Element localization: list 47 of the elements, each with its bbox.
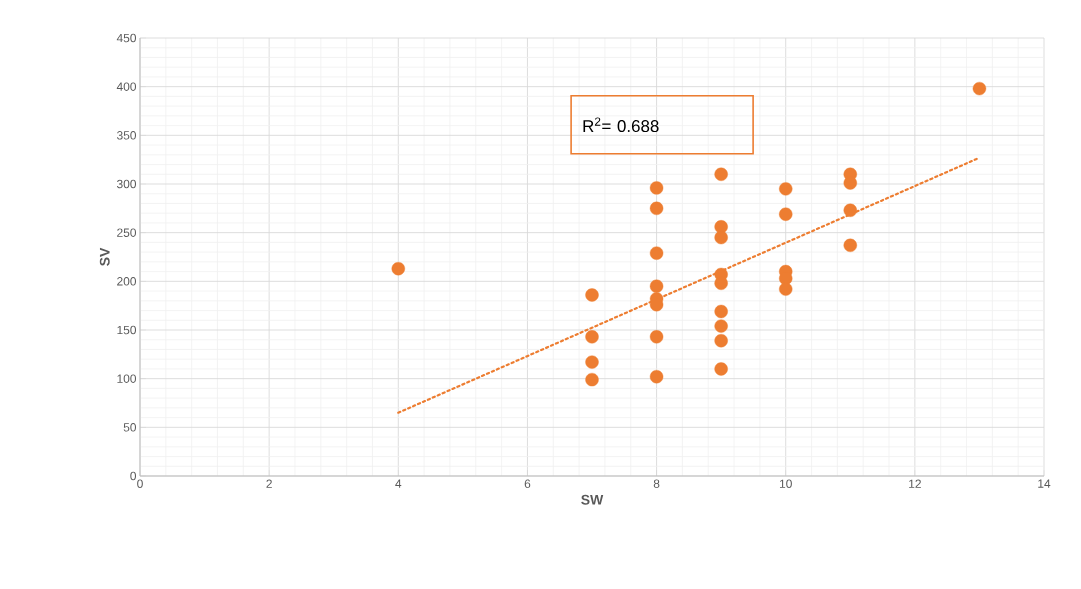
y-tick-label: 450 (116, 33, 137, 43)
y-tick-label: 0 (130, 471, 137, 481)
point (585, 288, 599, 302)
point (714, 167, 728, 181)
point (649, 279, 664, 293)
x-tick-label: 12 (909, 479, 921, 488)
point (843, 203, 857, 217)
x-tick-label: 6 (524, 479, 531, 488)
y-tick-label: 350 (116, 131, 137, 140)
point (714, 362, 728, 376)
y-tick-label: 200 (117, 277, 137, 286)
point (649, 370, 664, 384)
point (714, 276, 728, 290)
point (649, 246, 664, 260)
y-axis-title: SV (99, 247, 110, 266)
point (585, 330, 599, 344)
x-axis-title: SW (581, 494, 604, 505)
point (843, 176, 857, 190)
x-tick-label: 4 (395, 479, 402, 488)
point (779, 182, 793, 196)
x-tick-label: 10 (779, 479, 792, 488)
point (843, 238, 857, 252)
x-tick-label: 2 (266, 479, 272, 488)
point (585, 355, 599, 369)
point (972, 81, 987, 96)
point (649, 330, 664, 344)
point (585, 372, 599, 387)
point (779, 207, 793, 221)
point (649, 201, 664, 216)
y-tick-label: 400 (116, 82, 137, 91)
x-tick-label: 0 (137, 479, 143, 488)
point (714, 304, 728, 319)
point (714, 220, 728, 234)
annotation: R$^{2}$= 0.688 (583, 117, 659, 133)
point (391, 262, 405, 276)
y-tick-label: 150 (117, 325, 137, 335)
point (779, 282, 793, 296)
x-tick-label: 14 (1038, 479, 1051, 488)
y-tick-label: 300 (116, 179, 137, 189)
point (714, 319, 728, 333)
y-tick-label: 100 (117, 374, 137, 383)
point (714, 230, 728, 245)
y-tick-label: 250 (117, 228, 137, 237)
point (649, 181, 664, 195)
x-tick-label: 8 (653, 479, 660, 488)
point (714, 334, 728, 348)
y-tick-label: 50 (123, 423, 137, 432)
